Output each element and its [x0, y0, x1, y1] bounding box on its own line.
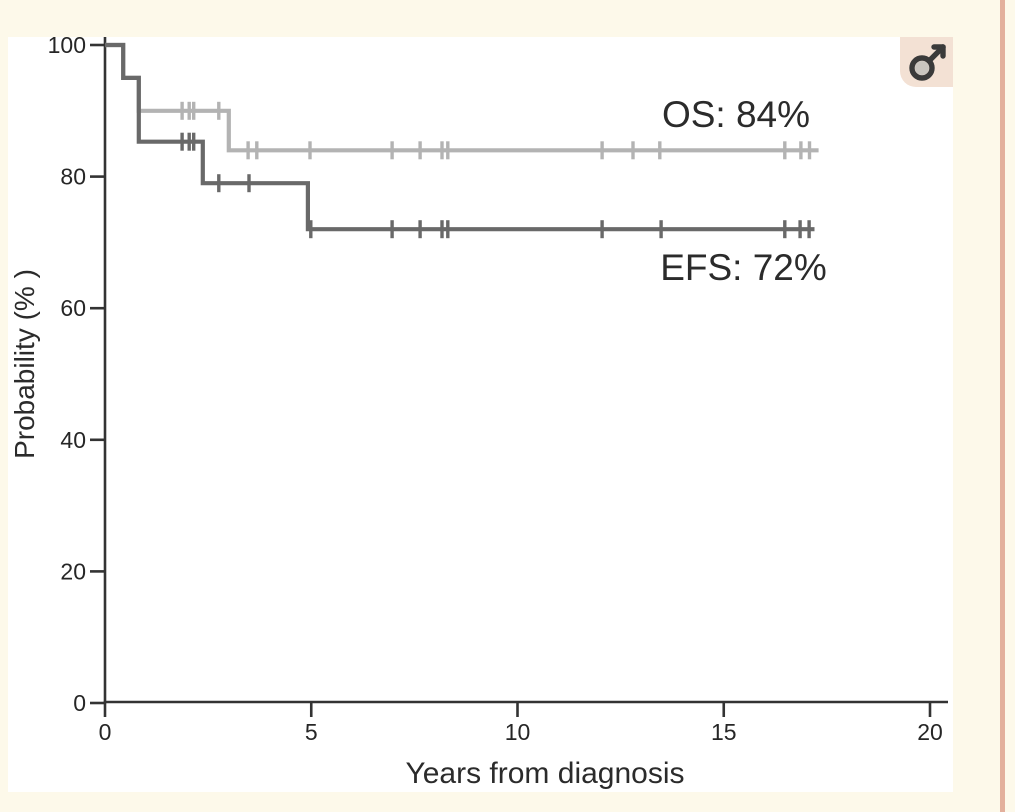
- y-tick-label: 60: [60, 295, 86, 321]
- x-axis-title: Years from diagnosis: [405, 757, 685, 790]
- x-tick-label: 0: [99, 719, 112, 745]
- x-tick-label: 10: [505, 719, 531, 745]
- os-annotation: OS: 84%: [661, 94, 811, 135]
- chart-panel: [8, 37, 953, 792]
- y-tick-label: 80: [60, 164, 86, 190]
- male-icon-circle-fill: [915, 61, 929, 75]
- y-axis-title: Probability (% ): [9, 269, 40, 459]
- male-icon-circle: [909, 55, 935, 81]
- male-icon: [909, 44, 946, 81]
- y-tick-label: 0: [73, 690, 86, 716]
- y-tick-label: 100: [48, 32, 86, 58]
- page-right-border: [1000, 0, 1005, 812]
- x-tick-label: 5: [305, 719, 318, 745]
- x-tick-label: 20: [917, 719, 943, 745]
- y-tick-label: 20: [60, 558, 86, 584]
- efs-annotation: EFS: 72%: [660, 247, 827, 288]
- x-tick-label: 15: [711, 719, 737, 745]
- efs-curve: [105, 42, 815, 232]
- y-tick-label: 40: [60, 427, 86, 453]
- gender-badge: [900, 37, 953, 87]
